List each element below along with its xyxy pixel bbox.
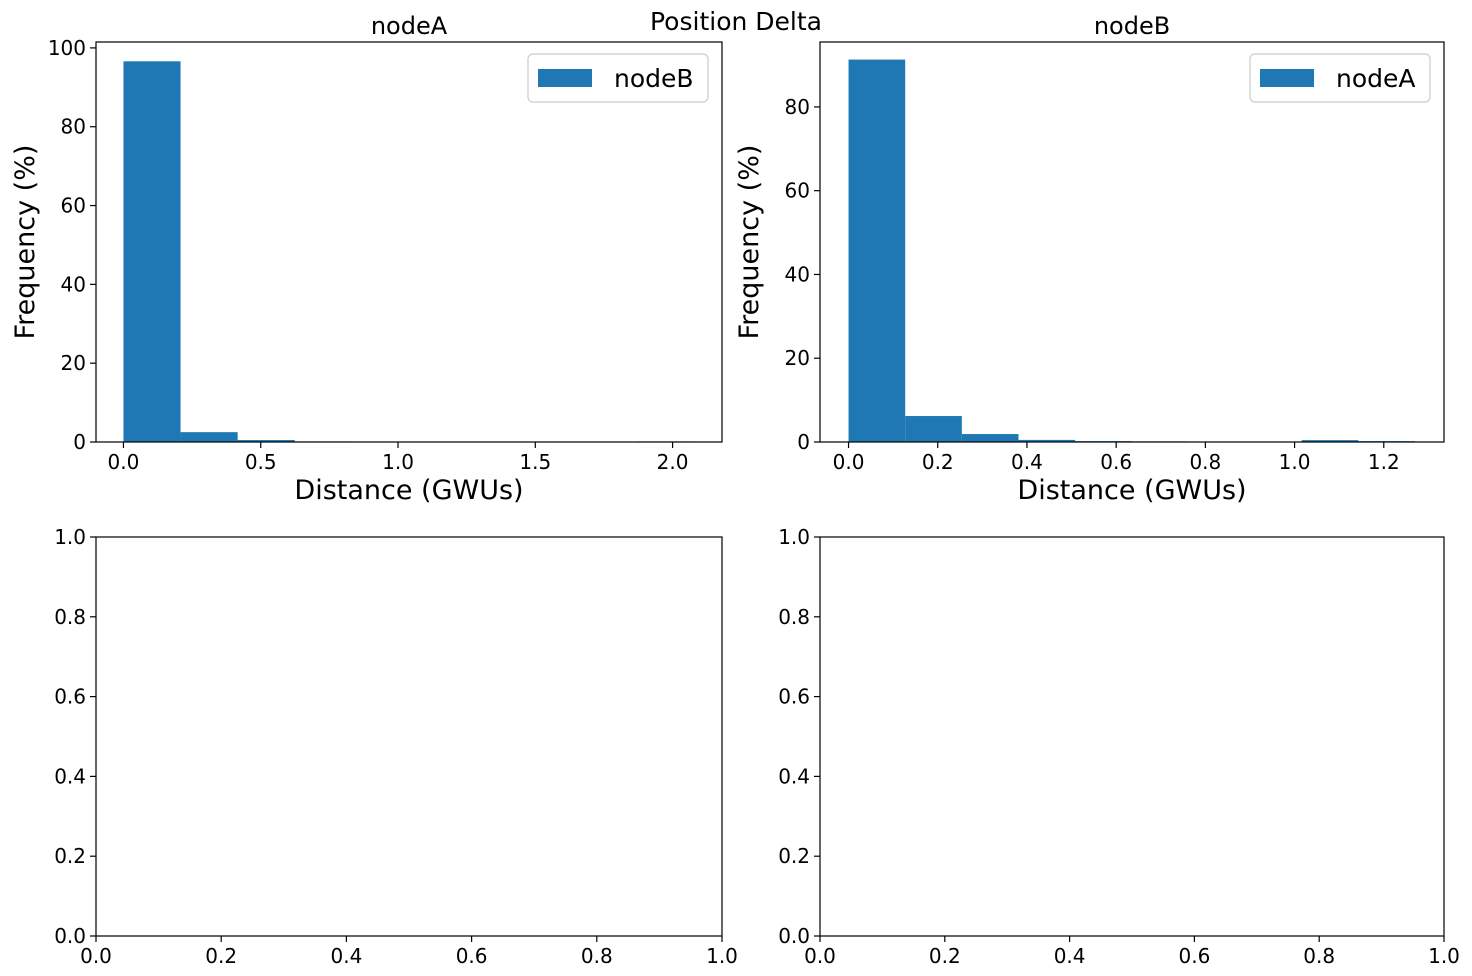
x-tick-label: 0.2 (929, 944, 961, 968)
legend-swatch (538, 69, 592, 87)
y-tick-label: 0.2 (778, 844, 810, 868)
x-tick-label: 1.0 (706, 944, 738, 968)
x-tick-label: 1.5 (519, 450, 551, 474)
y-tick-label: 40 (785, 262, 810, 286)
histogram-bar (180, 432, 238, 442)
subplot-bottom-left: 0.0 0.2 0.4 0.6 0.8 1.0 0.0 0.2 0.4 0.6 0.8 1.0 (54, 525, 738, 968)
y-tick-label: 20 (61, 351, 86, 375)
legend-label: nodeA (1336, 64, 1416, 93)
y-tick-label: 0.8 (778, 605, 810, 629)
x-tick-label: 0.8 (581, 944, 613, 968)
x-tick-label: 0.8 (1189, 450, 1221, 474)
x-tick-label: 0.0 (80, 944, 112, 968)
y-tick-label: 0.2 (54, 844, 86, 868)
subplot-bottom-right: 0.0 0.2 0.4 0.6 0.8 1.0 0.0 0.2 0.4 0.6 0.8 1.0 (778, 525, 1460, 968)
axes-frame (819, 536, 1445, 937)
x-tick-label: 0.5 (245, 450, 277, 474)
y-tick-label: 1.0 (54, 525, 86, 549)
y-tick-label: 1.0 (778, 525, 810, 549)
y-tick-label: 60 (785, 179, 810, 203)
histogram-bar (123, 61, 181, 443)
y-tick-label: 0.4 (54, 764, 86, 788)
histogram-bar (961, 434, 1019, 442)
x-tick-label: 1.0 (1428, 944, 1460, 968)
y-tick-label: 80 (61, 115, 86, 139)
y-tick-label: 0 (797, 430, 810, 454)
subplot-top-left: 0.0 0.5 1.0 1.5 2.0 0 20 40 60 80 100 nodeA Distance… (10, 12, 723, 506)
y-tick-label: 40 (61, 272, 86, 296)
x-tick-label: 0.6 (1178, 944, 1210, 968)
x-tick-label: 0.8 (1303, 944, 1335, 968)
histogram-bar (1301, 440, 1359, 442)
y-axis-label: Frequency (%) (734, 145, 765, 340)
y-tick-label: 80 (785, 95, 810, 119)
y-tick-label: 0.8 (54, 605, 86, 629)
y-tick-label: 0.6 (778, 685, 810, 709)
histogram-bar (905, 416, 962, 442)
histogram-bar (1018, 439, 1076, 442)
x-tick-label: 0.2 (922, 450, 954, 474)
x-tick-label: 0.6 (456, 944, 488, 968)
y-tick-label: 60 (61, 194, 86, 218)
x-tick-label: 0.4 (330, 944, 362, 968)
x-axis-label: Distance (GWUs) (1017, 475, 1246, 506)
y-tick-label: 0.4 (778, 764, 810, 788)
y-tick-label: 100 (48, 36, 86, 60)
x-tick-label: 0.0 (833, 450, 865, 474)
axes-frame (819, 41, 1445, 443)
legend-box (1249, 53, 1431, 103)
x-tick-label: 0.6 (1100, 450, 1132, 474)
y-tick-label: 0.6 (54, 685, 86, 709)
x-tick-label: 2.0 (657, 450, 689, 474)
x-tick-label: 0.4 (1011, 450, 1043, 474)
axes-frame (95, 41, 723, 443)
legend-box (527, 53, 709, 103)
x-tick-label: 1.0 (382, 450, 414, 474)
x-tick-label: 0.2 (205, 944, 237, 968)
figure-suptitle: Position Delta (650, 7, 822, 36)
x-tick-label: 0.0 (108, 450, 140, 474)
y-tick-label: 20 (785, 346, 810, 370)
legend-label: nodeB (614, 64, 694, 93)
subplot-title: nodeA (371, 12, 448, 40)
histogram-bar (848, 59, 906, 443)
y-tick-label: 0.0 (778, 924, 810, 948)
y-tick-label: 0 (73, 430, 86, 454)
x-axis-label: Distance (GWUs) (294, 475, 523, 506)
x-tick-label: 0.0 (804, 944, 836, 968)
subplot-top-right: 0.0 0.2 0.4 0.6 0.8 1.0 1.2 0 20 40 60 80 nodeB Dista… (734, 12, 1445, 506)
histogram-bar (237, 440, 295, 442)
x-tick-label: 1.0 (1279, 450, 1311, 474)
y-tick-label: 0.0 (54, 924, 86, 948)
legend-swatch (1260, 69, 1314, 87)
x-tick-label: 1.2 (1368, 450, 1400, 474)
x-tick-label: 0.4 (1054, 944, 1086, 968)
y-axis-label: Frequency (%) (10, 145, 41, 340)
subplot-title: nodeB (1094, 12, 1170, 40)
axes-frame (95, 536, 723, 937)
